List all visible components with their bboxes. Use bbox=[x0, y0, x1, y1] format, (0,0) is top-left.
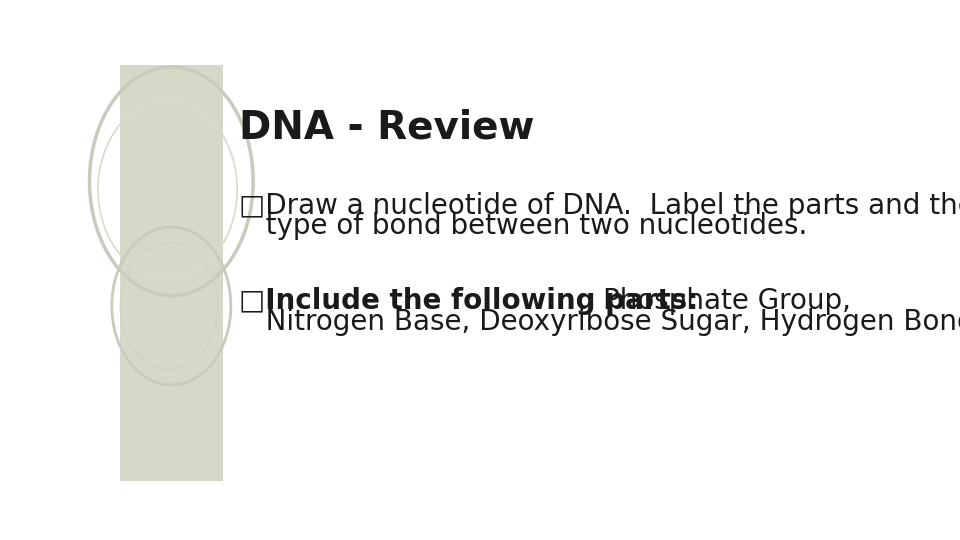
Text: Phosphate Group,: Phosphate Group, bbox=[603, 287, 851, 315]
Bar bbox=[120, 65, 223, 481]
Text: □Draw a nucleotide of DNA.  Label the parts and the: □Draw a nucleotide of DNA. Label the par… bbox=[239, 192, 960, 220]
Text: type of bond between two nucleotides.: type of bond between two nucleotides. bbox=[239, 212, 807, 240]
Text: Nitrogen Base, Deoxyribose Sugar, Hydrogen Bond: Nitrogen Base, Deoxyribose Sugar, Hydrog… bbox=[239, 308, 960, 336]
Text: □Include the following parts:: □Include the following parts: bbox=[239, 287, 708, 315]
Text: DNA - Review: DNA - Review bbox=[239, 109, 535, 146]
